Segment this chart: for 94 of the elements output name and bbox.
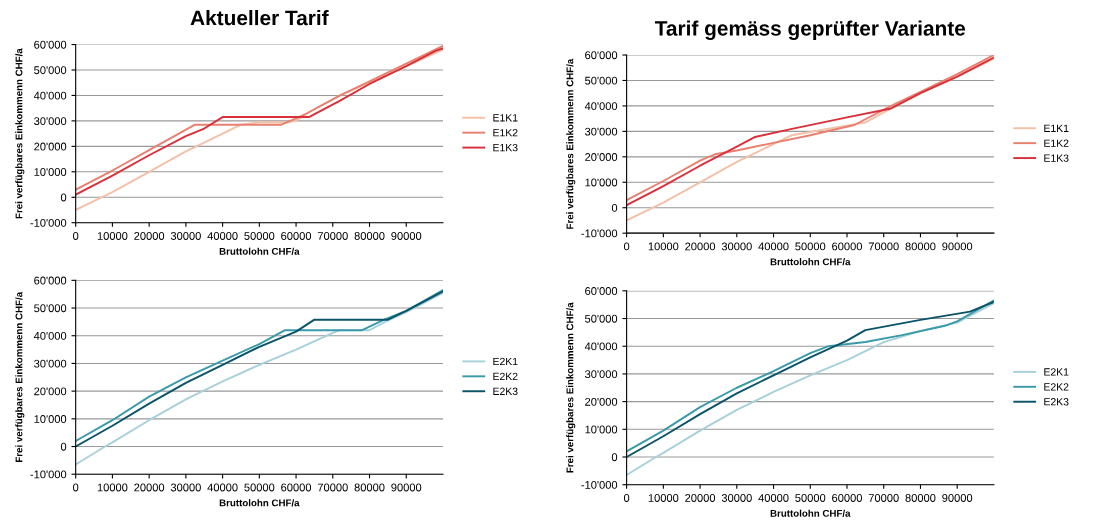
x-tick-label: 0 xyxy=(73,483,79,492)
y-tick-label: 30'000 xyxy=(585,127,618,136)
x-tick-label: 70000 xyxy=(868,494,899,502)
y-tick-label: 0 xyxy=(60,442,67,451)
x-tick-label: 50000 xyxy=(795,494,826,502)
y-tick-label: 40'000 xyxy=(584,102,618,111)
x-tick-label: 40000 xyxy=(758,242,789,251)
x-tick-label: 20000 xyxy=(685,494,716,502)
x-tick-label: 40000 xyxy=(758,494,789,502)
x-tick-label: 60000 xyxy=(281,232,312,240)
y-tick-label: 50'000 xyxy=(585,314,618,323)
y-tick-label: 40'000 xyxy=(584,342,618,351)
y-tick-label: -10'000 xyxy=(30,218,67,227)
x-tick-label: 70000 xyxy=(868,242,899,251)
y-tick-label: 40'000 xyxy=(33,91,67,100)
legend-label: E2K1 xyxy=(1044,368,1069,376)
y-tick-label: 0 xyxy=(60,193,67,202)
y-tick-label: 30'000 xyxy=(34,117,67,126)
x-tick-label: 10000 xyxy=(97,483,128,492)
y-axis-title: Frei verfügbares Einkommenn CHF/a xyxy=(15,48,25,219)
x-tick-label: 90000 xyxy=(391,232,422,240)
legend-label: E2K2 xyxy=(493,372,518,380)
y-tick-label: -10'000 xyxy=(581,229,618,238)
x-tick-label: 50000 xyxy=(244,483,275,492)
legend-label: E2K3 xyxy=(1044,398,1069,406)
y-tick-label: 60'000 xyxy=(34,276,67,285)
y-tick-label: 0 xyxy=(611,453,618,462)
y-tick-label: 60'000 xyxy=(34,40,67,49)
y-tick-label: 50'000 xyxy=(585,76,618,85)
y-tick-label: 20'000 xyxy=(585,153,618,161)
y-axis-title: Frei verfügbares Einkommenn CHF/a xyxy=(566,58,576,229)
y-tick-label: 60'000 xyxy=(585,51,618,60)
y-tick-label: -10'000 xyxy=(30,470,67,479)
x-tick-label: 20000 xyxy=(134,232,165,240)
x-tick-label: 90000 xyxy=(942,494,973,502)
y-axis-title: Frei verfügbares Einkommenn CHF/a xyxy=(566,302,576,473)
x-tick-label: 60000 xyxy=(281,483,312,492)
y-tick-label: 10'000 xyxy=(585,178,618,187)
x-tick-label: 90000 xyxy=(391,483,422,492)
legend-label: E2K1 xyxy=(493,357,518,366)
x-tick-label: 60000 xyxy=(832,242,863,251)
y-tick-label: 60'000 xyxy=(585,287,618,295)
x-tick-label: 30000 xyxy=(170,483,201,492)
x-tick-label: 0 xyxy=(73,232,79,240)
x-tick-label: 30000 xyxy=(721,242,752,251)
x-tick-label: 70000 xyxy=(317,483,348,492)
y-tick-label: 20'000 xyxy=(34,142,67,151)
x-tick-label: 0 xyxy=(623,494,630,502)
legend-label: E1K3 xyxy=(493,143,518,152)
y-tick-label: 10'000 xyxy=(34,168,67,176)
x-tick-label: 10000 xyxy=(97,232,128,240)
x-tick-label: 50000 xyxy=(244,232,275,240)
x-tick-label: 30000 xyxy=(721,494,752,502)
legend-label: E2K2 xyxy=(1044,383,1069,391)
x-tick-label: 50000 xyxy=(795,242,826,251)
y-axis-title: Frei verfügbares Einkommenn CHF/a xyxy=(15,291,25,462)
x-axis-title: Bruttolohn CHF/a xyxy=(219,247,300,255)
x-tick-label: 80000 xyxy=(905,242,936,251)
y-tick-label: 50'000 xyxy=(34,304,67,313)
y-tick-label: 30'000 xyxy=(34,359,67,368)
legend-label: E1K1 xyxy=(493,114,518,122)
y-tick-label: 40'000 xyxy=(33,332,67,340)
x-axis-title: Bruttolohn CHF/a xyxy=(770,258,851,266)
y-tick-label: 30'000 xyxy=(585,370,618,379)
y-tick-label: 10'000 xyxy=(34,415,67,423)
y-tick-label: 20'000 xyxy=(585,397,618,406)
legend-label: E1K2 xyxy=(1044,139,1069,147)
x-tick-label: 30000 xyxy=(170,232,201,240)
y-tick-label: -10'000 xyxy=(581,480,618,489)
y-tick-label: 10'000 xyxy=(585,425,618,434)
y-tick-label: 20'000 xyxy=(34,387,67,396)
y-tick-label: 50'000 xyxy=(34,66,67,75)
legend-label: E2K3 xyxy=(493,387,518,395)
y-tick-label: 0 xyxy=(611,204,618,212)
x-tick-label: 40000 xyxy=(207,232,238,240)
x-tick-label: 80000 xyxy=(354,483,385,492)
chart-title: Aktueller Tarif xyxy=(190,10,329,26)
x-tick-label: 20000 xyxy=(685,242,716,251)
x-tick-label: 80000 xyxy=(354,232,385,240)
x-tick-label: 20000 xyxy=(134,483,165,492)
chart-title: Tarif gemäss geprüfter Variante xyxy=(654,20,966,40)
x-axis-title: Bruttolohn CHF/a xyxy=(219,499,300,507)
legend-label: E1K1 xyxy=(1044,124,1069,132)
legend-label: E1K2 xyxy=(493,129,518,137)
x-tick-label: 10000 xyxy=(648,494,679,502)
x-tick-label: 90000 xyxy=(942,242,973,251)
legend-label: E1K3 xyxy=(1044,154,1069,162)
x-tick-label: 40000 xyxy=(207,483,238,492)
x-tick-label: 60000 xyxy=(832,494,863,502)
x-tick-label: 10000 xyxy=(648,242,679,251)
x-tick-label: 80000 xyxy=(905,494,936,502)
x-axis-title: Bruttolohn CHF/a xyxy=(770,509,851,517)
x-tick-label: 0 xyxy=(623,242,630,251)
x-tick-label: 70000 xyxy=(317,232,348,240)
